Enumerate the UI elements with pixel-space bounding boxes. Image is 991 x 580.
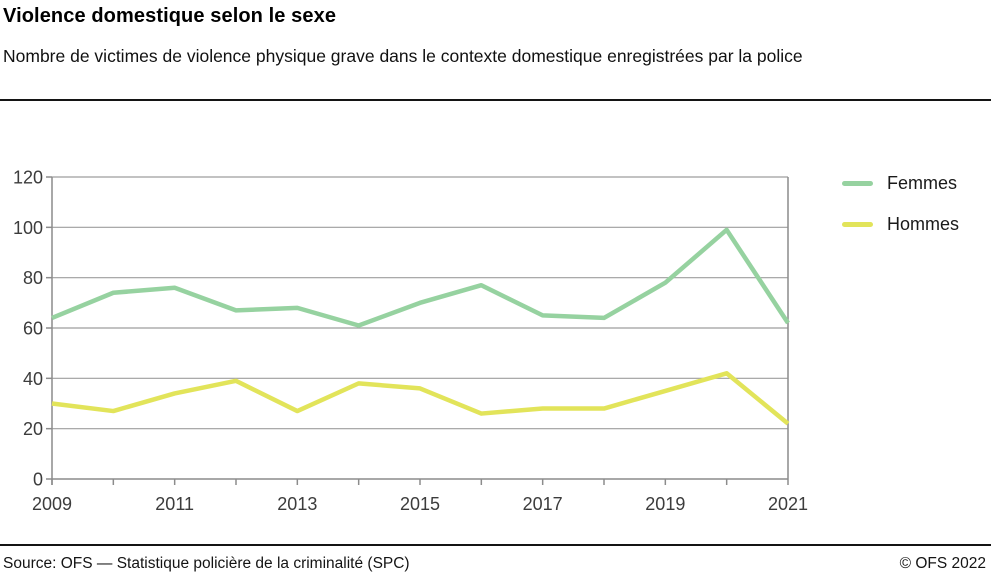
header-divider	[0, 99, 991, 101]
hommes-line-swatch	[842, 221, 873, 227]
x-tick-label-2019: 2019	[645, 494, 685, 514]
page-title: Violence domestique selon le sexe	[3, 5, 337, 27]
legend-item-hommes: Hommes	[842, 212, 959, 236]
footer-divider	[0, 544, 991, 546]
x-tick-label-2015: 2015	[400, 494, 440, 514]
y-tick-label-80: 80	[23, 268, 43, 288]
chart-footer: Source: OFS — Statistique policière de l…	[3, 555, 986, 573]
x-tick-label-2021: 2021	[768, 494, 808, 514]
y-tick-label-40: 40	[23, 369, 43, 389]
series-line-femmes	[51, 227, 790, 328]
chart-legend: Femmes Hommes	[842, 171, 959, 253]
y-tick-label-120: 120	[13, 168, 43, 188]
series-line-hommes	[51, 371, 790, 426]
chart-subtitle: Nombre de victimes de violence physique …	[3, 46, 803, 66]
x-tick-label-2013: 2013	[277, 494, 317, 514]
legend-label-femmes: Femmes	[887, 172, 958, 193]
femmes-line-swatch	[842, 180, 873, 186]
y-tick-label-100: 100	[13, 218, 43, 238]
y-tick-label-60: 60	[23, 319, 43, 339]
copyright-text: © OFS 2022	[899, 555, 986, 572]
x-tick-label-2011: 2011	[155, 494, 194, 514]
y-tick-label-0: 0	[33, 470, 43, 490]
legend-label-hommes: Hommes	[887, 213, 960, 234]
legend-item-femmes: Femmes	[842, 171, 959, 195]
source-text: Source: OFS — Statistique policière de l…	[3, 555, 410, 572]
x-tick-label-2017: 2017	[523, 494, 563, 514]
x-tick-label-2009: 2009	[32, 494, 72, 514]
y-tick-label-20: 20	[23, 419, 43, 439]
